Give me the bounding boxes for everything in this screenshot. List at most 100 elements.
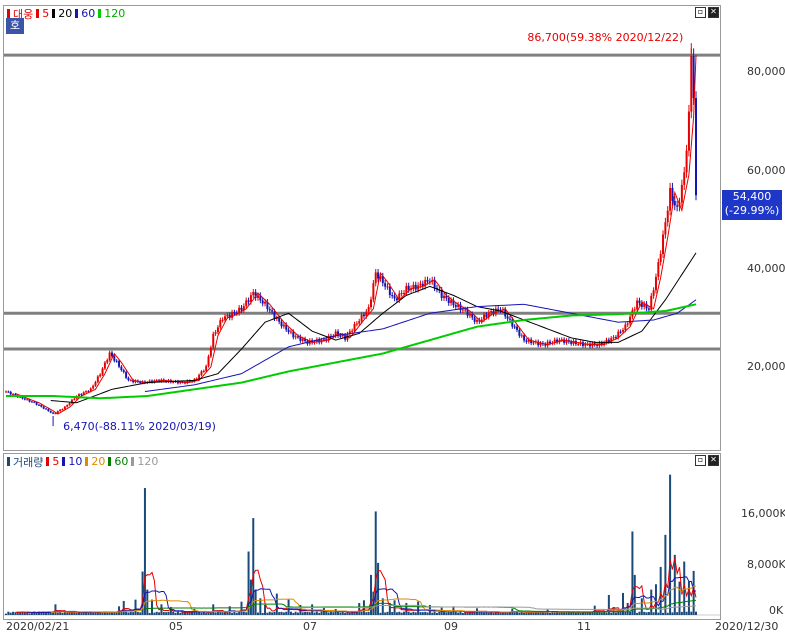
candle [676, 205, 679, 207]
volume-bar [240, 601, 243, 615]
candle [494, 308, 497, 314]
volume-bar [139, 612, 142, 615]
vma20-marker [85, 457, 89, 466]
price-tick-label: 80,000 [747, 65, 785, 78]
candle [66, 405, 69, 407]
volume-bar [294, 611, 297, 615]
volume-bar [687, 581, 690, 615]
maximize-icon[interactable]: ▫ [695, 7, 706, 18]
candle [212, 333, 215, 348]
maximize-icon[interactable]: ▫ [695, 455, 706, 466]
candle [664, 222, 667, 235]
candle [179, 381, 182, 384]
candle [103, 362, 106, 369]
volume-bar [459, 611, 462, 615]
volume-bar [344, 612, 347, 615]
candle [261, 300, 264, 304]
volume-bar [520, 611, 523, 615]
candle [546, 341, 549, 346]
volume-bar [556, 611, 559, 615]
candle [516, 326, 519, 330]
candle [240, 307, 243, 311]
candle [645, 303, 648, 309]
volume-bar [485, 611, 488, 615]
candle [148, 380, 151, 383]
volume-bar [523, 612, 526, 615]
volume-pane-controls: ▫ ✕ [695, 455, 719, 466]
close-icon[interactable]: ✕ [708, 7, 719, 18]
volume-bar [551, 611, 554, 615]
volume-bar [75, 612, 78, 615]
volume-bar [530, 611, 533, 615]
ma120-line [6, 303, 697, 400]
candle [358, 321, 361, 324]
candle [461, 309, 464, 311]
volume-legend: 거래량 5 10 20 60 120 [7, 455, 158, 469]
volume-bar [155, 611, 158, 615]
volume-plot[interactable] [4, 454, 720, 619]
volume-bar [690, 611, 693, 615]
volume-chart-panel[interactable]: 거래량 5 10 20 60 120 ▫ ✕ [3, 453, 721, 620]
candle [530, 339, 533, 344]
candle [560, 339, 563, 341]
candle [353, 324, 356, 331]
volume-bar [134, 599, 137, 615]
candle [47, 408, 50, 412]
vma60-marker [108, 457, 112, 466]
x-tick-label: 09 [444, 620, 458, 633]
candle [56, 411, 59, 414]
volume-bar [292, 612, 295, 615]
volume-bar [254, 589, 257, 615]
volume-bar [261, 612, 264, 615]
volume-bar [122, 600, 125, 615]
volume-bar [490, 611, 493, 615]
candle [367, 307, 370, 312]
candle [5, 391, 7, 393]
candle [440, 290, 443, 298]
price-legend: 대웅 5 20 60 120 [7, 7, 125, 21]
candle [468, 314, 471, 316]
volume-bar [9, 612, 12, 615]
volume-bar [374, 511, 377, 615]
volume-bar [431, 612, 434, 615]
volume-bar [433, 611, 436, 615]
volume-bar [207, 611, 210, 615]
ma20-marker [52, 9, 56, 18]
candle [577, 343, 580, 345]
price-chart-panel[interactable]: 대웅 5 20 60 120 ▫ ✕ 86,700(59.38% 2020/12… [3, 5, 721, 451]
candle [120, 366, 123, 371]
volume-bar [306, 612, 309, 615]
candle [108, 352, 111, 361]
candle [457, 304, 460, 307]
volume-bar [337, 611, 340, 615]
price-plot[interactable]: 86,700(59.38% 2020/12/22) 6,470(-88.11% 2… [4, 6, 720, 450]
volume-bar [410, 612, 413, 615]
volume-bar [654, 584, 657, 615]
volume-bar [198, 611, 201, 615]
volume-bar [54, 604, 57, 615]
volume-bar [37, 611, 40, 615]
volume-bar [669, 474, 672, 615]
volume-ma60-line [144, 599, 697, 613]
volume-bar [329, 611, 332, 615]
volume-bar [214, 612, 217, 615]
x-tick-label: 11 [577, 620, 591, 633]
volume-bar [414, 612, 417, 615]
volume-ma5-line [15, 557, 697, 614]
candle [80, 394, 83, 396]
candle [652, 290, 655, 296]
drawing-tool-button[interactable]: 호 [6, 18, 24, 34]
ma20-label: 20 [58, 7, 73, 20]
candle [224, 316, 227, 320]
volume-bar [593, 605, 596, 615]
candle [118, 361, 121, 367]
candle [280, 321, 283, 327]
vma120-marker [131, 457, 135, 466]
volume-axis: 16,000K 8,000K 0K [721, 453, 785, 618]
candle [63, 406, 66, 410]
candle [398, 293, 401, 301]
volume-bar [346, 611, 349, 615]
volume-bar [52, 612, 55, 615]
close-icon[interactable]: ✕ [708, 455, 719, 466]
volume-bar [191, 612, 194, 615]
